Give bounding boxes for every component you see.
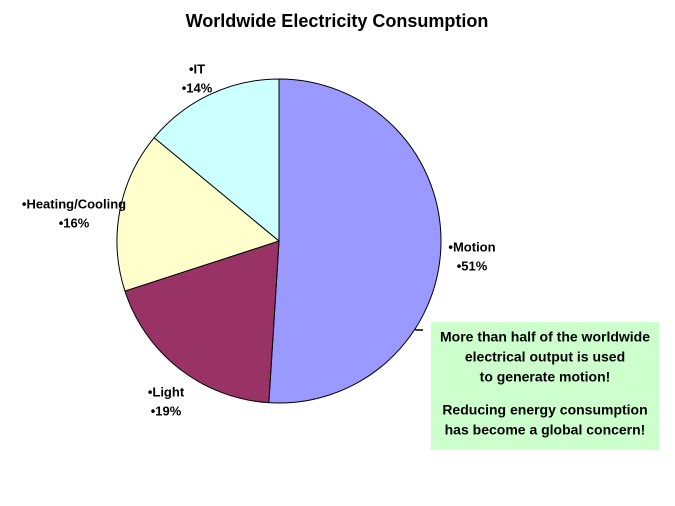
annotation-text: electrical output is used [465,349,625,365]
slice-label: •IT [189,61,205,76]
value-label: •14% [182,80,213,95]
pie-slice [153,78,280,243]
pie-slice [124,240,280,404]
slice-label: •Motion [448,239,495,254]
slice-label: •Light [148,384,185,399]
annotation-text: has become a global concern! [445,422,646,438]
annotation-text: More than half of the worldwide [440,329,650,345]
pie-slice [116,137,281,292]
annotation-text: to generate motion! [480,369,611,385]
value-label: •19% [151,403,182,418]
pie-slice [268,78,442,404]
value-label: •51% [457,258,488,273]
value-label: •16% [59,215,90,230]
annotation-text: Reducing energy consumption [442,402,647,418]
annotation-box [431,322,659,450]
slice-label: •Heating/Cooling [22,196,126,211]
chart-title: Worldwide Electricity Consumption [186,11,489,31]
